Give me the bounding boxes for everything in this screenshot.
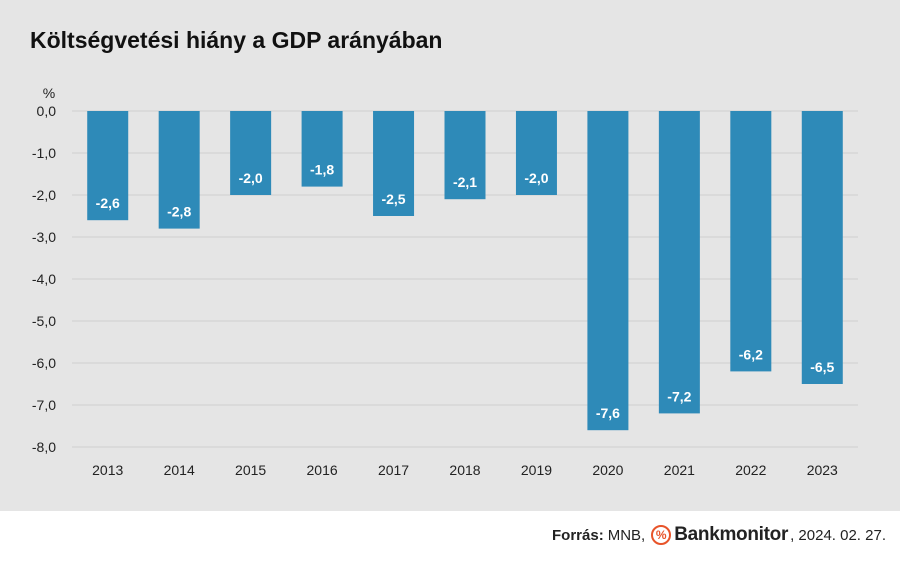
- y-tick-label: -5,0: [32, 313, 56, 329]
- y-tick-label: -7,0: [32, 397, 56, 413]
- source-label: Forrás:: [552, 526, 604, 544]
- bar-2016: [301, 111, 343, 187]
- x-tick-label: 2022: [735, 462, 766, 478]
- bars: [87, 111, 843, 431]
- data-label: -2,5: [381, 191, 405, 207]
- data-label: -7,2: [667, 388, 691, 404]
- x-axis: 2013 2014 2015 2016 2017 2018 2019 2020 2021 2022…: [92, 462, 838, 478]
- source-line: Forrás: MNB, % Bankmonitor , 2024. 02. 2…: [552, 522, 886, 548]
- x-tick-label: 2014: [164, 462, 195, 478]
- percent-icon: %: [651, 525, 672, 545]
- x-tick-label: 2015: [235, 462, 266, 478]
- x-tick-label: 2017: [378, 462, 409, 478]
- data-label: -6,2: [739, 346, 763, 362]
- source-date: , 2024. 02. 27.: [790, 526, 886, 544]
- x-tick-label: 2020: [592, 462, 623, 478]
- data-label: -2,8: [167, 204, 191, 220]
- chart-title: Költségvetési hiány a GDP arányában: [30, 27, 443, 53]
- logo-text: Bankmonitor: [674, 524, 789, 545]
- data-label: -7,6: [596, 405, 620, 421]
- y-tick-label: -8,0: [32, 439, 56, 455]
- bar-2018: [444, 111, 486, 200]
- y-tick-label: -6,0: [32, 355, 56, 371]
- y-axis-unit-label: %: [43, 85, 55, 101]
- bar-2021: [658, 111, 700, 414]
- x-tick-label: 2013: [92, 462, 123, 478]
- bar-2022: [730, 111, 772, 372]
- y-tick-label: -2,0: [32, 187, 56, 203]
- bar-chart: 0,0 -1,0 -2,0 -3,0 -4,0 -5,0 -6,0 -7,0 -8,0 -2,6…: [32, 85, 858, 478]
- y-tick-label: -1,0: [32, 145, 56, 161]
- y-tick-label: -4,0: [32, 271, 56, 287]
- data-label: -1,8: [310, 162, 334, 178]
- data-label: -6,5: [810, 359, 834, 375]
- y-axis: 0,0 -1,0 -2,0 -3,0 -4,0 -5,0 -6,0 -7,0 -8,0: [32, 103, 56, 455]
- source-text: MNB,: [607, 526, 646, 544]
- x-tick-label: 2019: [521, 462, 552, 478]
- bar-2014: [158, 111, 200, 229]
- data-label: -2,1: [453, 174, 477, 190]
- data-label: -2,6: [96, 195, 120, 211]
- bar-2015: [230, 111, 272, 195]
- x-tick-label: 2018: [449, 462, 480, 478]
- bar-2020: [587, 111, 629, 431]
- data-labels: -2,6 -2,8 -2,0 -1,8 -2,5 -2,1 -2,0 -7,6 -7,2 -6,2…: [96, 162, 835, 422]
- bar-2013: [87, 111, 129, 221]
- y-tick-label: 0,0: [37, 103, 57, 119]
- bankmonitor-logo: % Bankmonitor: [651, 524, 788, 546]
- data-label: -2,0: [239, 170, 263, 186]
- bar-2019: [515, 111, 557, 195]
- bar-2017: [373, 111, 415, 216]
- x-tick-label: 2016: [307, 462, 338, 478]
- bar-2023: [801, 111, 843, 384]
- x-tick-label: 2023: [807, 462, 838, 478]
- y-tick-label: -3,0: [32, 229, 56, 245]
- x-tick-label: 2021: [664, 462, 695, 478]
- data-label: -2,0: [524, 170, 548, 186]
